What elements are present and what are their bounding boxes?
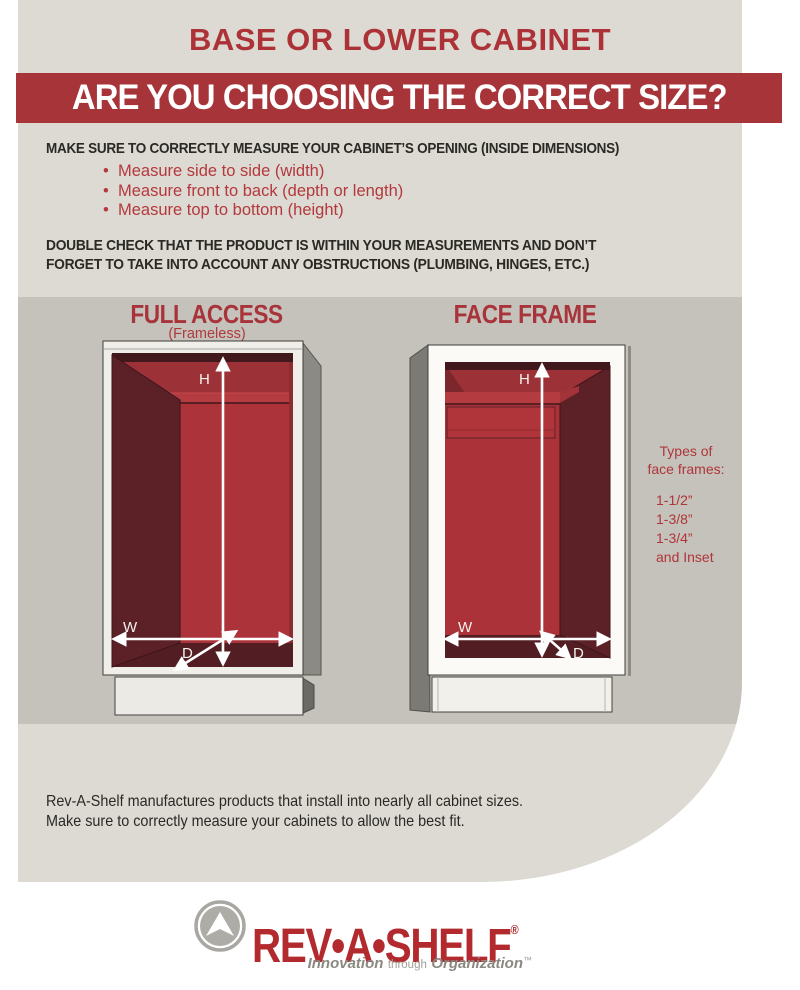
cabinet-right-wall xyxy=(559,365,611,659)
list-item: Measure side to side (width) xyxy=(103,162,403,182)
width-label: W xyxy=(123,619,138,636)
registered-mark: ® xyxy=(510,922,519,937)
depth-label: D xyxy=(573,645,584,662)
stretcher-rail xyxy=(112,393,293,403)
cabinet-right-edge-shadow xyxy=(628,346,631,676)
brand-name: REV•A•SHELF xyxy=(252,920,512,973)
face-frame-types: Types of face frames: 1-1/2” 1-3/8” 1-3/… xyxy=(628,442,744,567)
width-label: W xyxy=(458,619,473,636)
logo-ring xyxy=(194,900,246,952)
stretcher-rail xyxy=(445,392,560,404)
cabinet-right-side-panel xyxy=(302,341,322,676)
face-frame-types-title: Types of face frames: xyxy=(647,443,725,477)
cabinet-left-side-panel xyxy=(409,344,431,713)
drawer-front xyxy=(446,406,556,439)
list-item: Measure front to back (depth or length) xyxy=(103,182,403,202)
logo-tagline: Innovation through Organization™ xyxy=(307,955,532,972)
face-frame-types-list: 1-1/2” 1-3/8” 1-3/4” and Inset xyxy=(628,491,744,567)
rev-a-shelf-wordmark: REV•A•SHELF® xyxy=(252,906,569,982)
height-label: H xyxy=(519,371,530,388)
full-access-heading: FULL ACCESS xyxy=(130,299,284,329)
list-item: 1-3/8” xyxy=(656,511,693,527)
depth-arrow xyxy=(172,629,239,672)
list-item: Measure top to bottom (height) xyxy=(103,201,403,221)
left-corner-shade xyxy=(445,364,467,396)
depth-label: D xyxy=(182,645,193,662)
height-label: H xyxy=(199,371,210,388)
frameless-subheading: (Frameless) xyxy=(168,326,246,342)
list-item: 1-3/4” xyxy=(656,530,693,546)
toe-kick-front xyxy=(431,676,613,713)
question-banner-text: ARE YOU CHOOSING THE CORRECT SIZE? xyxy=(71,78,728,117)
face-frame-cabinet-diagram: H W D xyxy=(409,344,631,713)
right-inner-shade xyxy=(289,362,293,643)
top-shadow-strip xyxy=(112,353,293,362)
face-frame-heading: FACE FRAME xyxy=(453,299,597,329)
double-check-warning: DOUBLE CHECK THAT THE PRODUCT IS WITHIN … xyxy=(46,237,597,273)
measurement-bullet-list: Measure side to side (width) Measure fro… xyxy=(103,162,403,221)
question-banner: ARE YOU CHOOSING THE CORRECT SIZE? xyxy=(16,73,782,123)
full-access-cabinet-diagram: H W D xyxy=(102,340,322,716)
footer-note: Rev-A-Shelf manufactures products that i… xyxy=(46,793,524,830)
measure-instructions-intro: MAKE SURE TO CORRECTLY MEASURE YOUR CABI… xyxy=(46,140,620,157)
mountain-icon xyxy=(206,912,234,936)
toe-kick-front xyxy=(114,676,304,716)
page-title: BASE OR LOWER CABINET xyxy=(188,22,612,57)
list-item: and Inset xyxy=(656,549,714,565)
depth-arrow xyxy=(539,630,572,660)
list-item: 1-1/2” xyxy=(656,492,693,508)
rev-a-shelf-logo-icon xyxy=(194,900,246,952)
top-shadow-strip xyxy=(445,362,610,370)
trademark-symbol: ™ xyxy=(523,955,532,965)
rail-side-wedge xyxy=(560,386,579,403)
